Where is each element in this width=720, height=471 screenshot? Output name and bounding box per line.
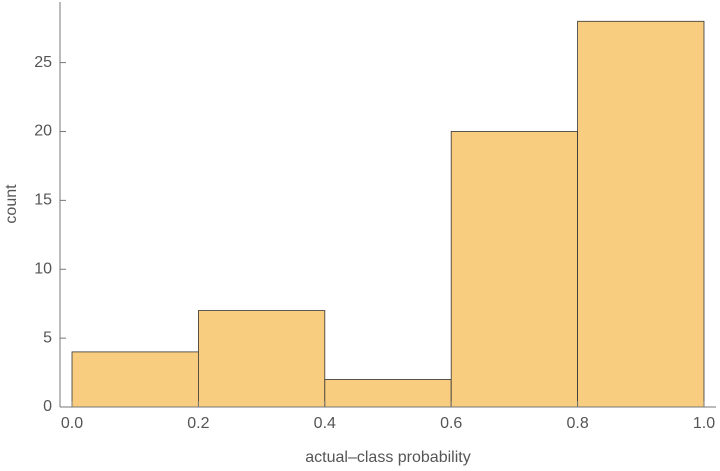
x-tick-label: 0.8 — [566, 415, 588, 432]
bar — [71, 351, 199, 408]
bar — [198, 310, 326, 408]
x-tick-label: 0.2 — [187, 415, 209, 432]
x-tick-label: 1.0 — [693, 415, 715, 432]
y-tick-label: 20 — [34, 123, 52, 140]
bar — [577, 20, 705, 408]
x-tick-label: 0.0 — [61, 415, 83, 432]
bar — [324, 379, 452, 408]
y-tick-label: 25 — [34, 54, 52, 71]
x-axis-label: actual–class probability — [305, 449, 470, 466]
x-tick-label: 0.6 — [440, 415, 462, 432]
x-tick-label: 0.4 — [314, 415, 336, 432]
y-axis-label: count — [3, 184, 20, 224]
y-tick-label: 15 — [34, 192, 52, 209]
y-tick-label: 10 — [34, 260, 52, 277]
y-tick-label: 0 — [43, 398, 52, 415]
y-tick-label: 5 — [43, 329, 52, 346]
bar — [450, 131, 578, 408]
